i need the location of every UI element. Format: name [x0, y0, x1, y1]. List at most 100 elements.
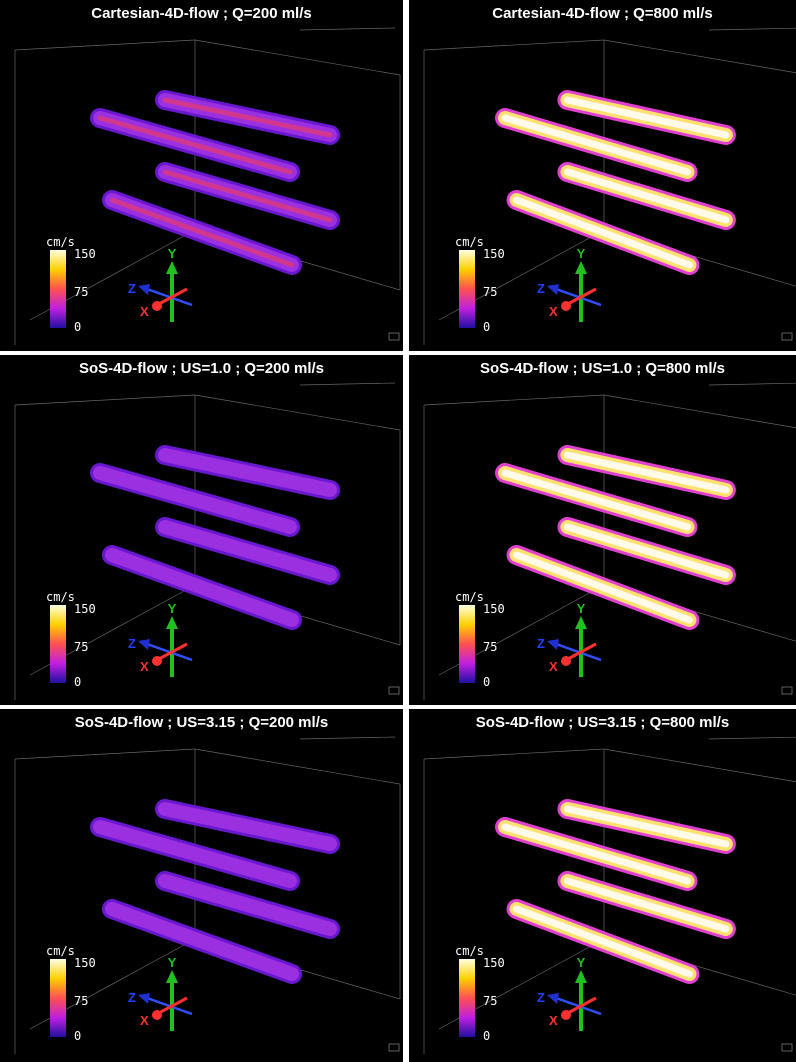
wireframe: [194, 394, 401, 431]
colorbar-unit: cm/s: [455, 235, 484, 249]
colorbar-tick: 0: [483, 675, 490, 689]
colorbar-tick: 0: [483, 320, 490, 334]
panel-title: SoS-4D-flow ; US=1.0 ; Q=800 ml/s: [480, 360, 725, 377]
axis-y-head: [575, 970, 587, 983]
axis-label: Z: [128, 636, 136, 651]
flow-tube-core: [109, 197, 295, 268]
scale-marker: [388, 686, 400, 695]
flow-tube-core: [563, 805, 730, 848]
panel-title: SoS-4D-flow ; US=3.15 ; Q=200 ml/s: [75, 714, 328, 731]
axis-label: X: [140, 659, 149, 674]
axis-x-head: [561, 301, 571, 311]
wireframe: [423, 394, 605, 406]
colorbar-tick: 0: [74, 675, 81, 689]
axis-label: X: [549, 1013, 558, 1028]
flow-tube-core: [97, 115, 293, 175]
colorbar: [50, 250, 66, 328]
axis-label: Z: [537, 281, 545, 296]
colorbar-unit: cm/s: [46, 235, 75, 249]
colorbar-tick: 0: [74, 320, 81, 334]
colorbar: [459, 959, 475, 1037]
axis-z-head: [547, 284, 559, 295]
scale-marker: [781, 332, 793, 341]
wireframe: [603, 748, 796, 783]
flow-tube-core: [158, 448, 337, 497]
colorbar: [459, 605, 475, 683]
wireframe: [299, 27, 396, 31]
colorbar: [50, 959, 66, 1037]
flow-tube-core: [162, 97, 333, 138]
colorbar-tick: 150: [74, 602, 96, 616]
colorbar-tick: 75: [483, 994, 497, 1008]
colorbar-tick: 75: [483, 285, 497, 299]
axis-y-head: [575, 261, 587, 274]
colorbar-unit: cm/s: [455, 944, 484, 958]
scale-marker: [781, 686, 793, 695]
axis-label: Y: [577, 601, 586, 616]
colorbar-tick: 75: [74, 640, 88, 654]
wireframe: [423, 39, 605, 51]
colorbar-unit: cm/s: [46, 590, 75, 604]
axis-label: Y: [168, 246, 177, 261]
colorbar-tick: 75: [74, 994, 88, 1008]
axis-x: [565, 287, 597, 307]
flow-tube-core: [563, 877, 730, 933]
flow-tube-core: [162, 169, 333, 223]
colorbar: [50, 605, 66, 683]
axis-z-head: [547, 639, 559, 650]
flow-tube-core: [501, 823, 691, 885]
wireframe: [299, 382, 396, 386]
colorbar-tick: 0: [74, 1029, 81, 1043]
axis-label: X: [549, 659, 558, 674]
flow-tube-core: [513, 196, 693, 269]
axis-z-head: [138, 639, 150, 650]
axis-label: Z: [537, 990, 545, 1005]
colorbar-tick: 150: [74, 956, 96, 970]
axis-x: [565, 642, 597, 662]
wireframe: [603, 394, 796, 429]
flow-tube-core: [513, 905, 693, 978]
axis-y-head: [166, 616, 178, 629]
axis-label: Y: [168, 955, 177, 970]
wireframe: [423, 748, 605, 760]
panel-title: Cartesian-4D-flow ; Q=800 ml/s: [492, 5, 713, 22]
flow-tube-core: [105, 902, 299, 981]
colorbar-tick: 150: [483, 956, 505, 970]
colorbar-tick: 150: [483, 247, 505, 261]
axis-x: [156, 287, 188, 307]
axis-label: X: [140, 1013, 149, 1028]
colorbar-tick: 75: [74, 285, 88, 299]
axis-y-head: [166, 970, 178, 983]
wireframe: [194, 39, 401, 76]
render-panel: SoS-4D-flow ; US=3.15 ; Q=200 ml/s cm/s15…: [0, 709, 403, 1062]
panel-title: SoS-4D-flow ; US=1.0 ; Q=200 ml/s: [79, 360, 324, 377]
wireframe: [14, 748, 196, 760]
axis-x: [565, 996, 597, 1016]
colorbar-tick: 0: [483, 1029, 490, 1043]
flow-tube-core: [501, 469, 691, 531]
wireframe: [708, 382, 796, 386]
flow-tube-core: [563, 96, 730, 139]
axis-x-head: [152, 1010, 162, 1020]
wireframe: [14, 394, 196, 406]
wireframe: [708, 27, 796, 31]
panel-title: SoS-4D-flow ; US=3.15 ; Q=800 ml/s: [476, 714, 729, 731]
flow-tube-core: [105, 548, 299, 627]
axis-label: Y: [168, 601, 177, 616]
wireframe: [708, 736, 796, 740]
axis-z-head: [138, 284, 150, 295]
colorbar-unit: cm/s: [455, 590, 484, 604]
axis-x: [156, 996, 188, 1016]
axis-x-head: [152, 656, 162, 666]
render-panel: SoS-4D-flow ; US=3.15 ; Q=800 ml/s cm/s15…: [409, 709, 796, 1062]
axis-x: [156, 642, 188, 662]
axis-y-head: [575, 616, 587, 629]
colorbar-tick: 150: [74, 247, 96, 261]
flow-tube-core: [158, 802, 337, 851]
axis-label: X: [140, 304, 149, 319]
panel-title: Cartesian-4D-flow ; Q=200 ml/s: [91, 5, 312, 22]
axis-z-head: [547, 993, 559, 1004]
wireframe: [299, 736, 396, 740]
axis-label: Y: [577, 246, 586, 261]
